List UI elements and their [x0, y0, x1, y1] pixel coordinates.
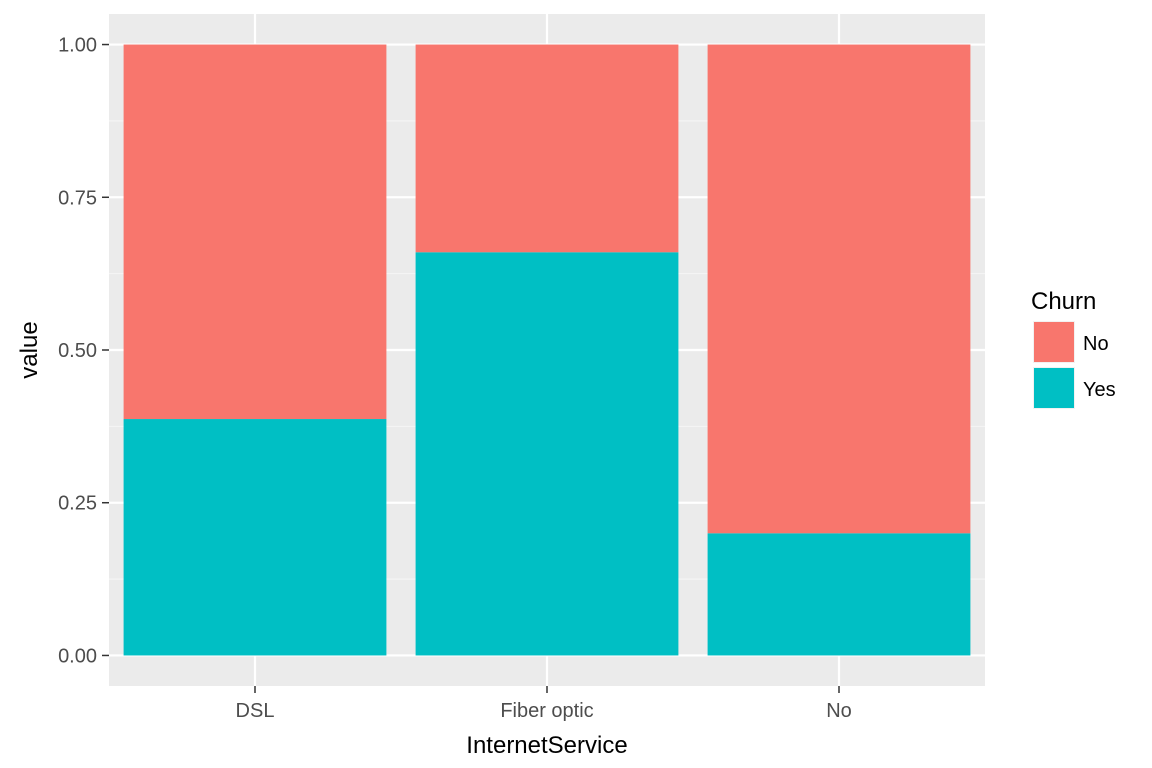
y-tick-label: 0.00: [58, 645, 97, 667]
bar-yes-dsl: [123, 419, 387, 656]
bars: [123, 44, 971, 656]
legend: Churn No Yes: [1031, 288, 1116, 409]
bar-yes-fiber-optic: [415, 252, 679, 656]
y-tick-label: 0.25: [58, 493, 97, 515]
bar-no-dsl: [123, 44, 387, 420]
y-tick-label: 0.75: [58, 187, 97, 209]
legend-label-no: No: [1083, 333, 1109, 355]
legend-title: Churn: [1031, 288, 1096, 315]
bar-no-no: [707, 44, 971, 534]
bar-yes-no: [707, 533, 971, 656]
bar-no-fiber-optic: [415, 44, 679, 253]
x-axis-title: InternetService: [466, 732, 627, 759]
legend-swatch-no: [1034, 322, 1074, 362]
x-tick-label: Fiber optic: [500, 700, 593, 722]
y-axis-title: value: [16, 321, 43, 378]
y-tick-label: 1.00: [58, 35, 97, 57]
x-tick-label: DSL: [236, 700, 275, 722]
y-axis-ticks: 0.00 0.25 0.50 0.75 1.00: [58, 35, 109, 667]
legend-swatch-yes: [1034, 368, 1074, 408]
x-axis-ticks: DSL Fiber optic No: [236, 686, 852, 722]
x-tick-label: No: [826, 700, 852, 722]
y-tick-label: 0.50: [58, 340, 97, 362]
legend-label-yes: Yes: [1083, 379, 1116, 401]
